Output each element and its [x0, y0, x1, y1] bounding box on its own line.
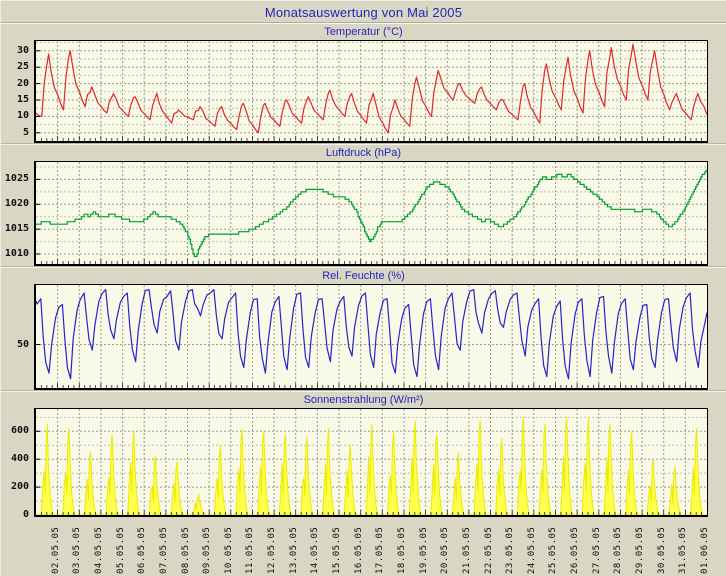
x-tick-label: 03.05.05 [72, 526, 83, 574]
x-tick-label: 18.05.05 [396, 526, 407, 574]
temperature-plot [34, 40, 708, 143]
grid-lines [36, 162, 707, 264]
x-tick-label: 28.05.05 [613, 526, 624, 574]
x-tick-label: 27.05.05 [591, 526, 602, 574]
x-tick-label: 29.05.05 [635, 526, 646, 574]
x-tick-label: 25.05.05 [548, 526, 559, 574]
pressure-plot [34, 161, 708, 266]
pressure-series-line [36, 169, 707, 258]
x-tick-label: 11.05.05 [245, 526, 256, 574]
y-axis-labels-temperature: 5 10 15 20 25 30 [1, 40, 32, 143]
humidity-plot [34, 284, 708, 390]
y-tick-label: 30 [16, 44, 29, 56]
x-tick-label: 19.05.05 [418, 526, 429, 574]
y-tick-label: 400 [10, 453, 29, 465]
x-tick-label: 05.05.05 [115, 526, 126, 574]
y-tick-label: 1020 [4, 198, 29, 210]
x-axis-labels: 02.05.05 03.05.05 04.05.05 05.05.05 06.05.05… [1, 517, 726, 575]
y-tick-label: 15 [16, 94, 29, 106]
chart-section-temperature: Temperatur (°C) 5 10 15 20 25 30 [1, 26, 726, 143]
chart-title-radiation: Sonnenstrahlung (W/m²) [303, 394, 424, 406]
x-tick-label: 04.05.05 [93, 526, 104, 574]
y-tick-label: 5 [22, 126, 29, 138]
x-tick-label: 08.05.05 [180, 526, 191, 574]
x-tick-label: 21.05.05 [461, 526, 472, 574]
humidity-series-line [36, 289, 707, 380]
x-tick-label: 16.05.05 [353, 526, 364, 574]
axis-ticks [36, 430, 702, 515]
x-tick-label: 20.05.05 [440, 526, 451, 574]
y-axis-labels-humidity: 50 [1, 284, 32, 390]
y-tick-label: 1010 [4, 248, 29, 260]
x-tick-label: 07.05.05 [158, 526, 169, 574]
x-tick-label: 26.05.05 [570, 526, 581, 574]
x-tick-label: 17.05.05 [375, 526, 386, 574]
plot-row-radiation: 0 200 400 600 [1, 408, 726, 520]
chart-title-temperature: Temperatur (°C) [324, 26, 403, 38]
y-tick-label: 1015 [4, 223, 29, 235]
y-axis-labels-pressure: 1010 1015 1020 1025 [1, 161, 32, 266]
y-tick-label: 0 [22, 509, 29, 520]
page-title: Monatsauswertung von Mai 2005 [264, 5, 463, 20]
temperature-series-line [36, 43, 707, 134]
axis-ticks [36, 50, 702, 141]
x-tick-label: 30.05.05 [656, 526, 667, 574]
axis-ticks [36, 178, 702, 264]
x-tick-label: 22.05.05 [483, 526, 494, 574]
chart-title-pressure: Luftdruck (hPa) [325, 147, 402, 159]
x-tick-label: 09.05.05 [202, 526, 213, 574]
x-tick-label: 14.05.05 [310, 526, 321, 574]
y-tick-label: 50 [16, 338, 29, 350]
chart-title-humidity: Rel. Feuchte (%) [322, 270, 405, 282]
radiation-plot [34, 408, 708, 517]
chart-section-humidity: Rel. Feuchte (%) 50 [1, 266, 726, 390]
x-tick-label: 31.05.05 [678, 526, 689, 574]
x-tick-label: 01.06.05 [700, 526, 710, 574]
chart-section-pressure: Luftdruck (hPa) 1010 1015 1020 1025 [1, 143, 726, 266]
x-tick-label: 12.05.05 [267, 526, 278, 574]
x-tick-label: 24.05.05 [526, 526, 537, 574]
grid-lines [36, 409, 707, 515]
y-tick-label: 200 [10, 481, 29, 493]
x-tick-label: 02.05.05 [50, 526, 61, 574]
plot-row-temperature: 5 10 15 20 25 30 [1, 40, 726, 143]
y-tick-label: 20 [16, 77, 29, 89]
radiation-series-area [36, 417, 707, 515]
y-tick-label: 600 [10, 425, 29, 437]
plot-row-pressure: 1010 1015 1020 1025 [1, 161, 726, 266]
x-tick-label: 15.05.05 [332, 526, 343, 574]
y-tick-label: 1025 [4, 173, 29, 185]
plot-row-humidity: 50 [1, 284, 726, 390]
x-tick-label: 23.05.05 [505, 526, 516, 574]
grid-lines [36, 41, 707, 141]
axis-ticks [36, 344, 702, 388]
y-tick-label: 10 [16, 110, 29, 122]
x-tick-label: 10.05.05 [223, 526, 234, 574]
x-tick-label: 13.05.05 [288, 526, 299, 574]
y-tick-label: 25 [16, 61, 29, 73]
chart-section-radiation: Sonnenstrahlung (W/m²) 0 200 400 600 [1, 390, 726, 520]
page-header: Monatsauswertung von Mai 2005 [1, 1, 726, 23]
y-axis-labels-radiation: 0 200 400 600 [1, 408, 32, 520]
grid-lines [36, 285, 707, 388]
x-tick-label: 06.05.05 [137, 526, 148, 574]
